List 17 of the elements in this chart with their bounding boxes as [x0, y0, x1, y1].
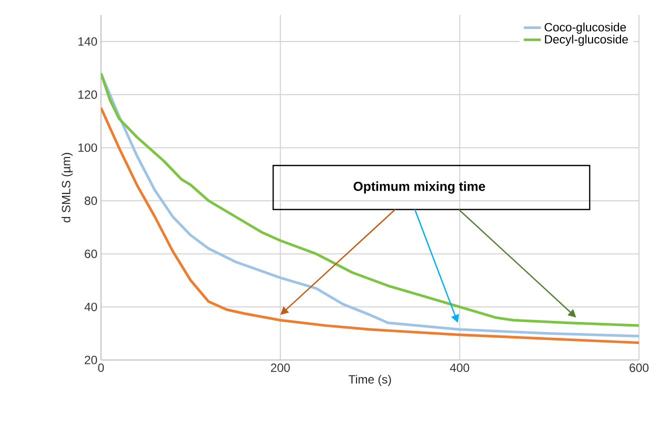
x-tick-label: 200: [270, 364, 290, 372]
x-axis-title: Time (s): [348, 374, 391, 386]
line-series: [101, 106, 640, 344]
y-tick-label: 80: [84, 196, 98, 205]
y-tick-label: 140: [78, 37, 98, 46]
y-tick-label: 120: [78, 90, 98, 99]
x-tick-label: 0: [98, 364, 104, 372]
y-tick-label: 40: [84, 302, 98, 312]
x-tick-label: 600: [630, 364, 649, 372]
y-tick-label: 60: [84, 250, 98, 258]
legend-label: Decyl-glucoside: [545, 34, 628, 46]
legend-label: Coco-glucoside: [544, 22, 626, 34]
y-axis-title: d SMLS (µm): [62, 152, 73, 222]
x-tick-label: 400: [450, 364, 470, 372]
y-tick-label: 20: [84, 356, 98, 364]
y-tick-label: 100: [78, 143, 98, 152]
annotation: Optimum mixing time: [354, 181, 486, 194]
